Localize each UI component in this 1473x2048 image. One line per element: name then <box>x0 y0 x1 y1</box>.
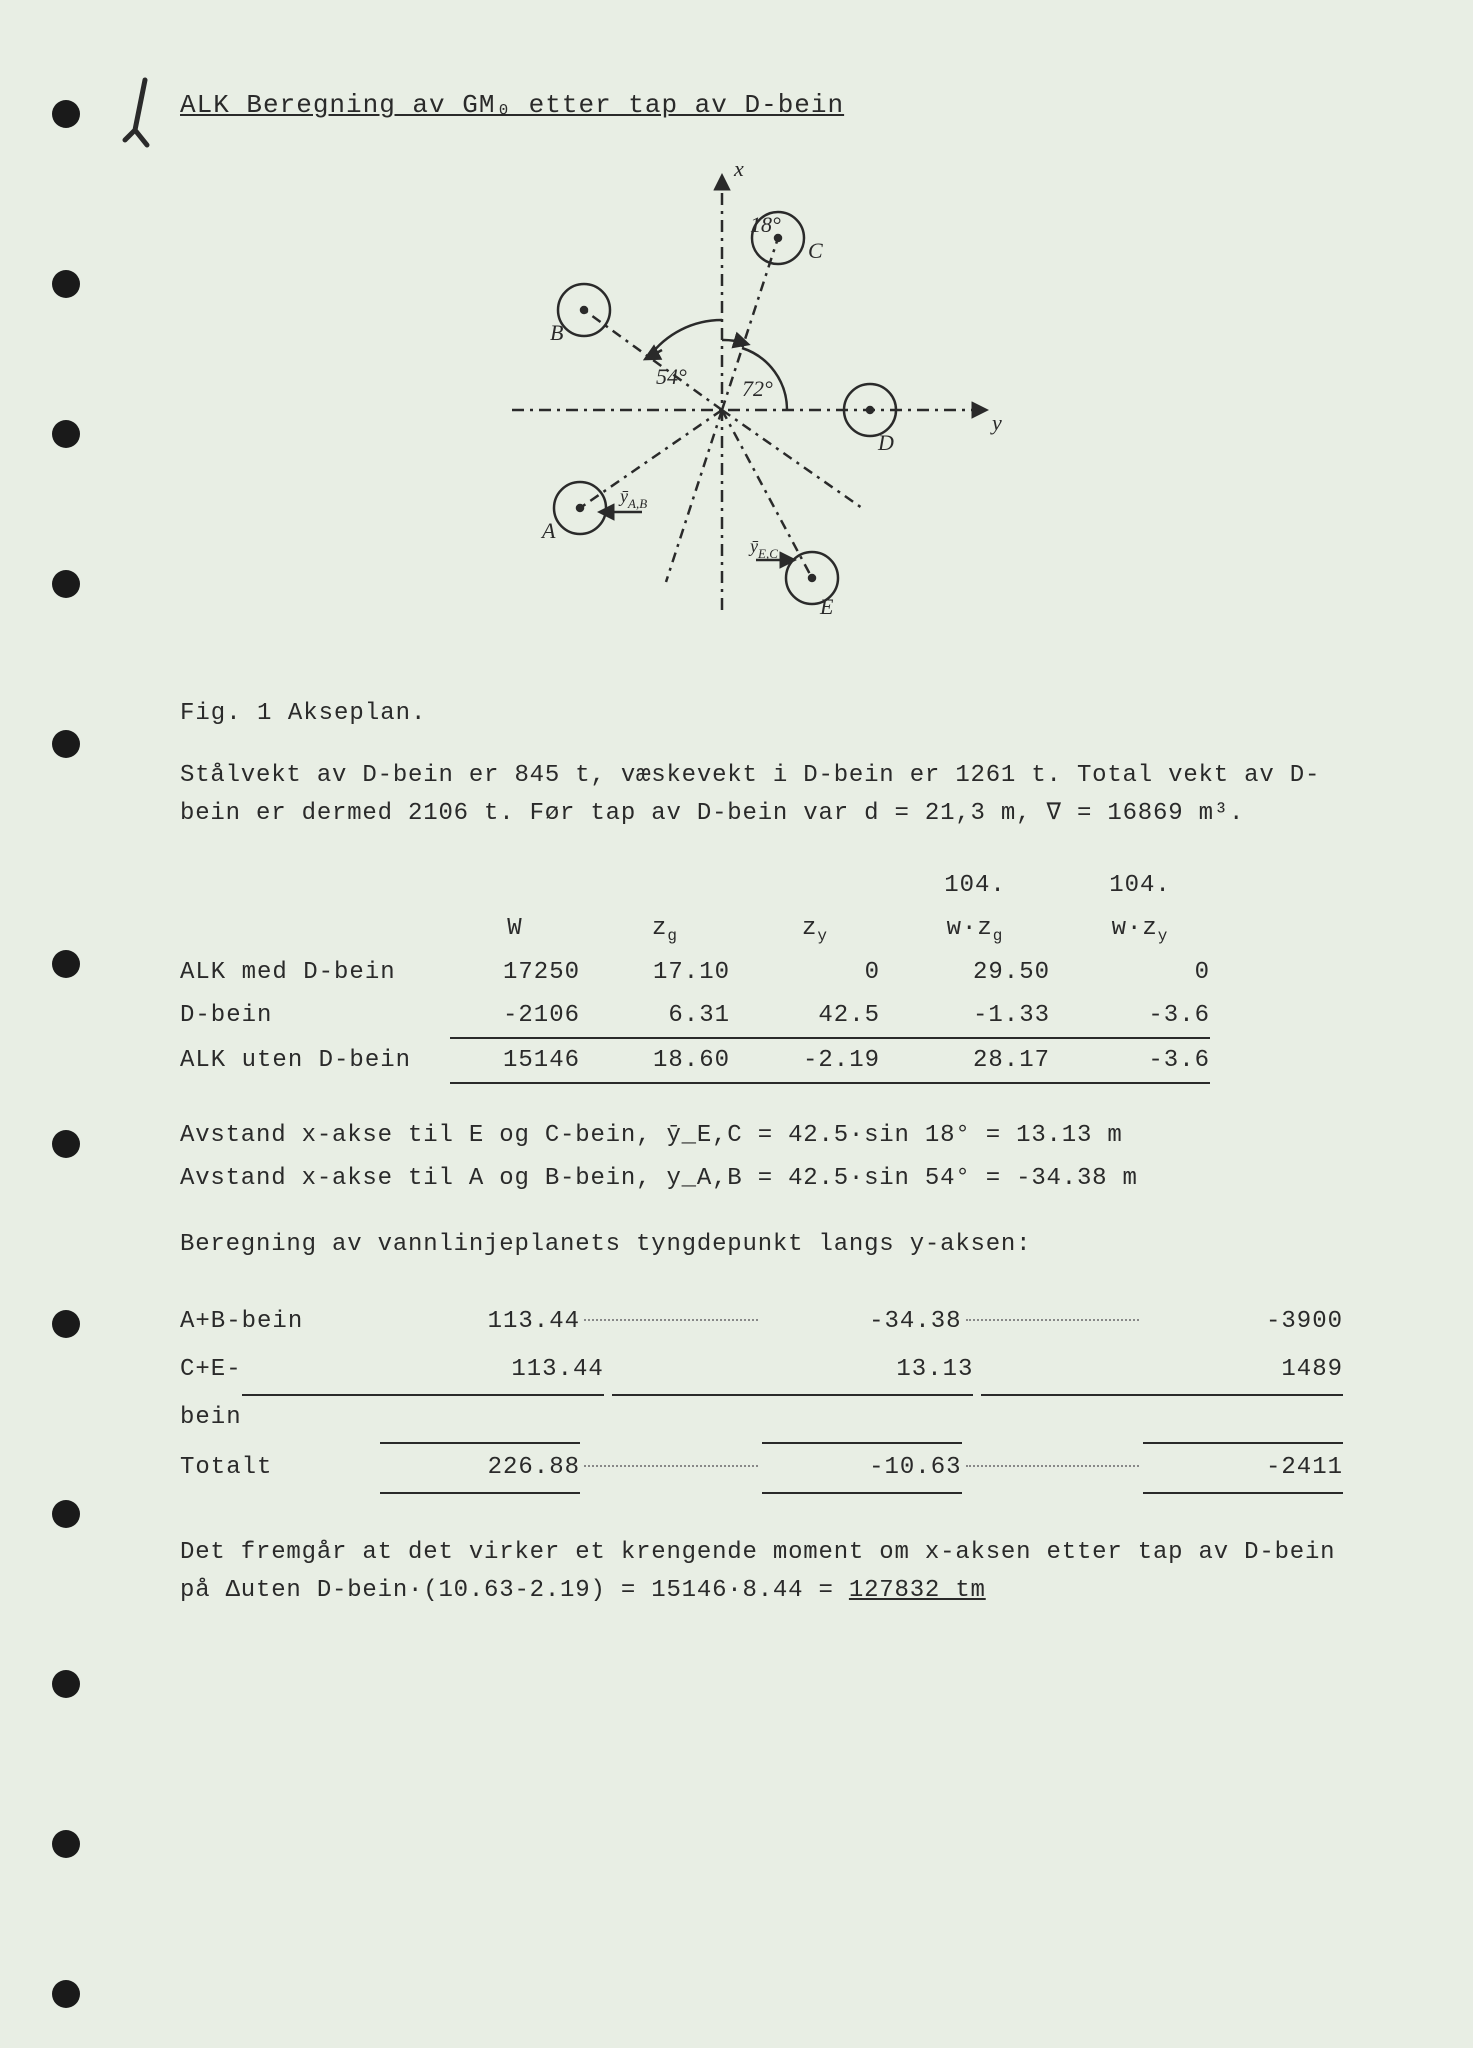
row-label: D-bein <box>180 994 450 1037</box>
title-text: ALK Beregning av GM₀ etter tap av D-bein <box>180 90 844 120</box>
sub-heading: Beregning av vannlinjeplanets tyngdepunk… <box>180 1231 1343 1258</box>
svg-text:x: x <box>733 156 744 181</box>
cell: 18.60 <box>600 1039 750 1084</box>
axis-plan-diagram: x y 18° 54° 72° C B A D E ȳA,B ȳE,C <box>472 150 1052 670</box>
col-header: zg <box>600 907 750 951</box>
page-title: ALK Beregning av GM₀ etter tap av D-bein <box>180 90 1343 120</box>
cell: 0 <box>1070 951 1210 994</box>
dotted-leader <box>966 1465 1140 1467</box>
cell: -34.38 <box>762 1298 962 1346</box>
centroid-table: A+B-bein 113.44 -34.38 -3900 C+E-bein 11… <box>180 1298 1343 1494</box>
cell: -3.6 <box>1070 994 1210 1039</box>
table-row: C+E-bein 113.44 13.13 1489 <box>180 1346 1343 1442</box>
svg-text:C: C <box>808 238 823 263</box>
punch-hole <box>52 1830 80 1858</box>
svg-text:ȳE,C: ȳE,C <box>748 536 778 561</box>
cell: -3.6 <box>1070 1039 1210 1084</box>
dotted-leader <box>584 1465 758 1467</box>
svg-text:A: A <box>540 518 556 543</box>
row-label: Totalt <box>180 1444 380 1492</box>
svg-text:18°: 18° <box>750 212 781 237</box>
cell: 29.50 <box>900 951 1070 994</box>
col-header: W <box>450 907 600 950</box>
col-header: w·zg <box>900 907 1070 951</box>
punch-hole <box>52 950 80 978</box>
cell: -2411 <box>1143 1442 1343 1494</box>
cell: 17.10 <box>600 951 750 994</box>
punch-hole <box>52 1980 80 2008</box>
conclusion-paragraph: Det fremgår at det virker et krengende m… <box>180 1534 1343 1611</box>
dotted-leader <box>966 1319 1140 1321</box>
punch-hole <box>52 1670 80 1698</box>
row-label: C+E-bein <box>180 1346 242 1442</box>
svg-text:E: E <box>819 594 834 619</box>
cell: 42.5 <box>750 994 900 1039</box>
cell: 13.13 <box>612 1346 974 1396</box>
cell: -10.63 <box>762 1442 962 1494</box>
row-label: ALK uten D-bein <box>180 1039 450 1082</box>
cell: -2106 <box>450 994 600 1039</box>
conclusion-text: Det fremgår at det virker et krengende m… <box>180 1539 1335 1604</box>
cell: -2.19 <box>750 1039 900 1084</box>
cell: -3900 <box>1143 1298 1343 1346</box>
svg-text:D: D <box>877 430 894 455</box>
cell: 113.44 <box>380 1298 580 1346</box>
col-preheader: 104. <box>900 864 1070 907</box>
punch-hole <box>52 1500 80 1528</box>
row-label: A+B-bein <box>180 1298 380 1346</box>
distance-equations: Avstand x-akse til E og C-bein, ȳ_E,C = … <box>180 1114 1343 1200</box>
col-header: w·zy <box>1070 907 1210 951</box>
handwritten-mark-icon <box>115 70 175 160</box>
weight-table: 104. 104. W zg zy w·zg w·zy ALK med D-be… <box>180 864 1343 1084</box>
col-header: zy <box>750 907 900 951</box>
result-value: 127832 tm <box>849 1577 986 1604</box>
cell: 28.17 <box>900 1039 1070 1084</box>
table-row: A+B-bein 113.44 -34.38 -3900 <box>180 1298 1343 1346</box>
intro-text: Stålvekt av D-bein er 845 t, væskevekt i… <box>180 762 1320 827</box>
punch-hole <box>52 270 80 298</box>
svg-text:y: y <box>990 410 1002 435</box>
table-header: W zg zy w·zg w·zy <box>180 907 1343 951</box>
cell: 1489 <box>981 1346 1343 1396</box>
punch-hole <box>52 420 80 448</box>
table-row-total: Totalt 226.88 -10.63 -2411 <box>180 1442 1343 1494</box>
punch-hole <box>52 1310 80 1338</box>
table-row: D-bein -2106 6.31 42.5 -1.33 -3.6 <box>180 994 1343 1039</box>
svg-text:72°: 72° <box>742 376 773 401</box>
svg-text:ȳA,B: ȳA,B <box>618 486 647 511</box>
cell: 0 <box>750 951 900 994</box>
punch-hole <box>52 730 80 758</box>
svg-text:54°: 54° <box>656 364 687 389</box>
svg-text:B: B <box>550 320 563 345</box>
table-row: ALK uten D-bein 15146 18.60 -2.19 28.17 … <box>180 1039 1343 1084</box>
figure-caption: Fig. 1 Akseplan. <box>180 700 1343 727</box>
equation-line: Avstand x-akse til E og C-bein, ȳ_E,C = … <box>180 1114 1343 1157</box>
table-preheader: 104. 104. <box>180 864 1343 907</box>
intro-paragraph: Stålvekt av D-bein er 845 t, væskevekt i… <box>180 757 1343 834</box>
punch-hole <box>52 1130 80 1158</box>
cell: -1.33 <box>900 994 1070 1039</box>
cell: 15146 <box>450 1039 600 1084</box>
punch-hole <box>52 100 80 128</box>
punch-hole <box>52 570 80 598</box>
cell: 6.31 <box>600 994 750 1039</box>
col-preheader: 104. <box>1070 864 1210 907</box>
row-label: ALK med D-bein <box>180 951 450 994</box>
dotted-leader <box>584 1319 758 1321</box>
cell: 113.44 <box>242 1346 604 1396</box>
table-row: ALK med D-bein 17250 17.10 0 29.50 0 <box>180 951 1343 994</box>
cell: 226.88 <box>380 1442 580 1494</box>
equation-line: Avstand x-akse til A og B-bein, y_A,B = … <box>180 1157 1343 1200</box>
cell: 17250 <box>450 951 600 994</box>
